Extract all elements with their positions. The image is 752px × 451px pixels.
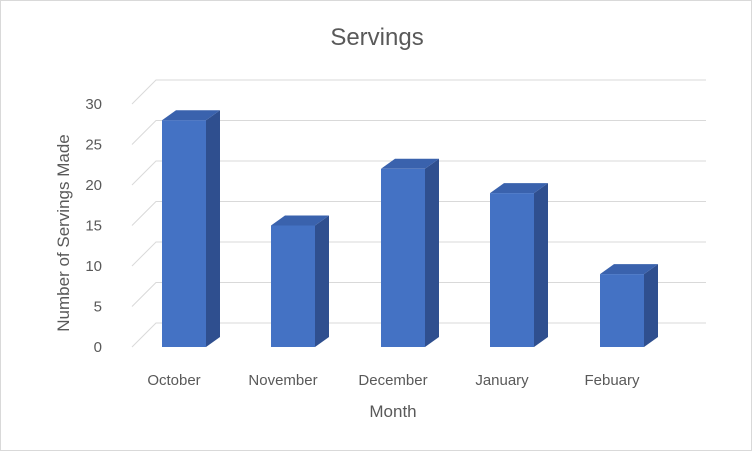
- bar-november: [271, 215, 329, 347]
- bar-side: [534, 183, 548, 347]
- bar-side: [425, 158, 439, 347]
- y-tick-label: 0: [94, 339, 102, 356]
- bar-top: [271, 215, 329, 226]
- x-tick-label: December: [358, 372, 427, 389]
- x-tick-label: January: [475, 372, 529, 389]
- bar-front: [490, 193, 534, 347]
- bar-top: [381, 158, 439, 169]
- bar-december: [381, 158, 439, 347]
- gridlines: [131, 79, 706, 348]
- bar-top: [162, 110, 220, 121]
- bar-front: [162, 120, 206, 347]
- y-tick-label: 15: [85, 218, 102, 235]
- x-tick-label: October: [147, 372, 200, 389]
- bar-january: [490, 183, 548, 347]
- bar-side: [206, 110, 220, 347]
- bar-front: [600, 274, 644, 347]
- bar-side: [644, 264, 658, 347]
- bar-front: [271, 225, 315, 347]
- bar-october: [162, 110, 220, 347]
- bar-side: [315, 215, 329, 347]
- x-axis-title: Month: [369, 402, 416, 421]
- bar-febuary: [600, 264, 658, 347]
- bar-top: [490, 183, 548, 194]
- bars: [162, 110, 658, 347]
- bar-top: [600, 264, 658, 275]
- gridline: [131, 160, 706, 186]
- y-tick-label: 25: [85, 137, 102, 154]
- chart-title: Servings: [330, 24, 423, 51]
- y-tick-label: 5: [94, 299, 102, 316]
- gridline: [131, 79, 706, 105]
- y-axis-title: Number of Servings Made: [54, 134, 73, 331]
- x-axis-ticks: October November December January Febuary: [147, 372, 640, 389]
- y-tick-label: 10: [85, 258, 102, 275]
- bar-front: [381, 168, 425, 347]
- y-tick-label: 20: [85, 177, 102, 194]
- gridline: [131, 120, 706, 145]
- x-tick-label: Febuary: [584, 372, 640, 389]
- y-tick-label: 30: [85, 96, 102, 113]
- y-axis-ticks: 0 5 10 15 20 25 30: [85, 96, 102, 356]
- x-tick-label: November: [248, 372, 317, 389]
